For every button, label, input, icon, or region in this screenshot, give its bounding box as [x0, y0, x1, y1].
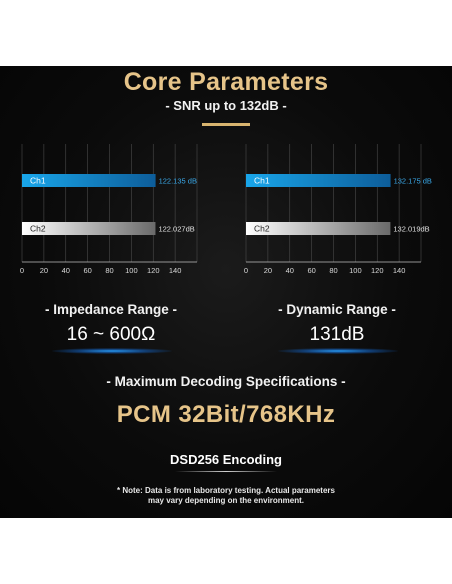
x-tick-label: 80 — [105, 266, 113, 275]
x-tick-label: 40 — [286, 266, 294, 275]
x-tick-label: 20 — [40, 266, 48, 275]
bar-value-label: 122.135 dB — [159, 177, 197, 186]
dynamic-range-value: 131dB — [309, 324, 365, 345]
snr-chart-left-svg: 0 20 40 60 80 100 120 140 Ch1 122.135 dB Ch2 122.02… — [20, 144, 198, 275]
x-tick-label: 120 — [371, 266, 384, 275]
x-tick-label: 60 — [83, 266, 91, 275]
x-tick-label: 80 — [329, 266, 337, 275]
bar-value-label: 122.027dB — [158, 225, 194, 234]
footnote: * Note: Data is from laboratory testing.… — [0, 486, 452, 506]
bar-value-label: 132.175 dB — [394, 177, 432, 186]
impedance-glow — [52, 348, 172, 354]
bar-ch2 — [22, 222, 156, 235]
x-tick-label: 0 — [244, 266, 248, 275]
pcm-spec: PCM 32Bit/768KHz — [116, 401, 336, 428]
product-spec-panel: Core Parameters - SNR up to 132dB - 0 20 4… — [0, 66, 452, 518]
bar-category-label: Ch2 — [30, 224, 46, 234]
footnote-line-1: * Note: Data is from laboratory testing.… — [117, 486, 335, 495]
bar-ch1 — [246, 174, 391, 187]
x-tick-label: 40 — [62, 266, 70, 275]
x-tick-label: 100 — [349, 266, 362, 275]
bar-ch2 — [246, 222, 391, 235]
impedance-value: 16 ~ 600Ω — [66, 324, 156, 345]
bar-value-label: 132.019dB — [393, 225, 429, 234]
impedance-label: - Impedance Range - — [44, 302, 178, 317]
x-tick-label: 140 — [393, 266, 406, 275]
x-tick-label: 60 — [307, 266, 315, 275]
x-tick-label: 20 — [264, 266, 272, 275]
dynamic-range-glow — [278, 348, 398, 354]
page-title: Core Parameters — [123, 68, 329, 96]
bar-category-label: Ch2 — [254, 224, 270, 234]
x-tick-label: 0 — [20, 266, 24, 275]
page-subtitle: - SNR up to 132dB - — [165, 98, 287, 113]
bar-category-label: Ch1 — [30, 176, 46, 186]
snr-chart-right-svg: 0 20 40 60 80 100 120 140 Ch1 132.175 dB Ch2 132.01… — [244, 144, 432, 275]
footnote-line-2: may vary depending on the environment. — [147, 496, 305, 505]
decoding-label: - Maximum Decoding Specifications - — [106, 374, 346, 389]
snr-chart-right: 0 20 40 60 80 100 120 140 Ch1 132.175 dB Ch2 132.01… — [244, 144, 432, 276]
bar-category-label: Ch1 — [254, 176, 270, 186]
snr-chart-left: 0 20 40 60 80 100 120 140 Ch1 122.135 dB Ch2 122.02… — [20, 144, 204, 276]
bar-ch1 — [22, 174, 156, 187]
dsd-underline — [175, 471, 277, 472]
dynamic-range-label: - Dynamic Range - — [278, 302, 396, 317]
x-tick-label: 120 — [147, 266, 160, 275]
x-tick-label: 140 — [169, 266, 182, 275]
x-tick-label: 100 — [125, 266, 138, 275]
title-divider — [202, 123, 250, 126]
dsd-spec: DSD256 Encoding — [170, 452, 282, 467]
